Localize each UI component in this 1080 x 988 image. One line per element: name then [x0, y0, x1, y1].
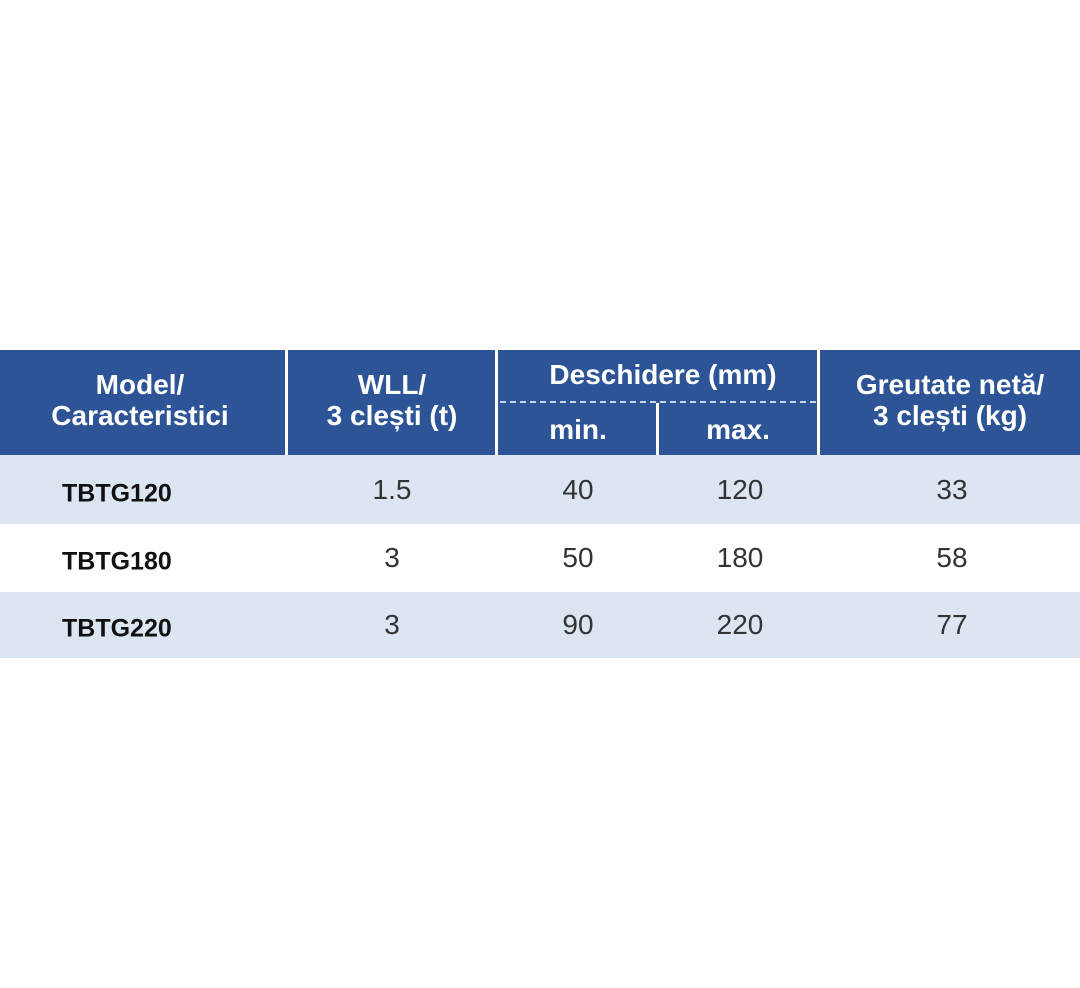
header-cell: max.: [706, 414, 770, 445]
value-cell: 180: [716, 542, 764, 573]
table-row: [0, 592, 1080, 658]
header-cell: min.: [549, 414, 607, 445]
separator: [495, 350, 498, 455]
value-cell: 33: [936, 473, 968, 505]
header-cell: Caracteristici: [51, 400, 229, 431]
table-row: [0, 524, 1080, 592]
header-cell: Deschidere (mm): [549, 359, 777, 390]
table-row: [0, 455, 1080, 524]
separator: [285, 350, 288, 455]
value-cell: 120: [716, 473, 764, 505]
value-cell: 58: [936, 542, 968, 573]
value-cell: 3: [384, 542, 400, 573]
header-cell: WLL/: [357, 369, 427, 400]
model-cell: TBTG120: [62, 479, 172, 507]
value-cell: 1.5: [372, 473, 412, 505]
value-cell: 40: [562, 473, 594, 505]
separator: [656, 403, 659, 455]
dashed-divider: [500, 401, 816, 403]
model-cell: TBTG180: [62, 547, 172, 576]
header-cell: Model/: [95, 369, 185, 400]
header-cell: 3 clești (t): [326, 400, 458, 431]
separator: [817, 350, 820, 455]
value-cell: 77: [936, 609, 968, 640]
header-cell: Greutate netă/: [855, 369, 1045, 400]
value-cell: 220: [716, 609, 764, 640]
value-cell: 50: [562, 542, 594, 573]
model-cell: TBTG220: [62, 614, 172, 643]
header-cell: 3 clești (kg): [872, 400, 1028, 431]
value-cell: 3: [384, 609, 400, 640]
value-cell: 90: [562, 609, 594, 640]
